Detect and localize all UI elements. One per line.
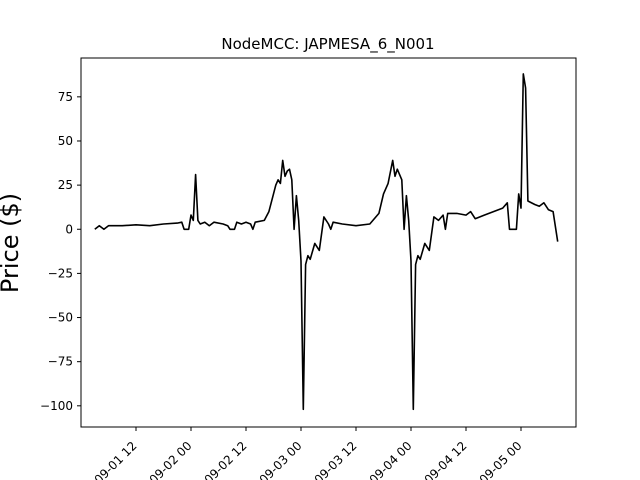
y-tick-label: 25	[58, 178, 73, 192]
x-tick-label: 09-03 00	[257, 439, 305, 480]
y-tick-label: 75	[58, 90, 73, 104]
x-tick-label: 09-05 00	[477, 439, 525, 480]
y-tick-label: −25	[48, 266, 73, 280]
x-tick-label: 09-04 00	[367, 439, 415, 480]
y-tick-label: 0	[65, 222, 73, 236]
chart-title: NodeMCC: JAPMESA_6_N001	[221, 35, 434, 54]
price-series-line	[94, 73, 559, 411]
x-tick-label: 09-04 12	[422, 439, 470, 480]
y-tick-label: −50	[48, 311, 73, 325]
y-tick-label: −75	[48, 355, 73, 369]
x-tick-label: 09-03 12	[312, 439, 360, 480]
y-tick-label: −100	[40, 399, 73, 413]
x-tick-label: 09-02 12	[202, 439, 250, 480]
plot-frame	[80, 57, 577, 428]
x-tick-label: 09-01 12	[92, 439, 140, 480]
x-tick-label: 09-02 00	[147, 439, 195, 480]
y-axis-label: Price ($)	[0, 193, 24, 293]
y-tick-label: 50	[58, 134, 73, 148]
